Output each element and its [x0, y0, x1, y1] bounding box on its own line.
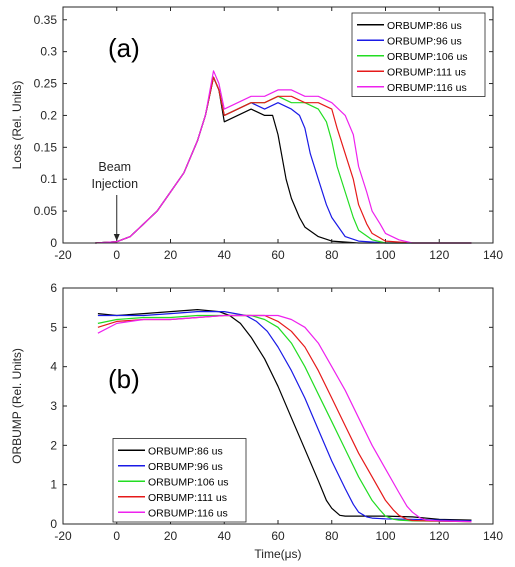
series-line-a-4	[95, 70, 472, 244]
legend-entry-label: ORBUMP:111 us	[387, 66, 466, 78]
y-tick-label: 1	[50, 478, 57, 492]
panel-b-legend: ORBUMP:86 us ORBUMP:96 us ORBUMP:106 us ORB…	[112, 438, 247, 523]
x-tick-label: 20	[164, 248, 178, 262]
legend-entry-label: ORBUMP:86 us	[387, 20, 462, 32]
legend-box	[112, 438, 247, 523]
series-line-b-2	[97, 314, 472, 523]
x-tick-label: 0	[113, 529, 120, 543]
panel-b-axes-box	[62, 287, 494, 525]
annotation-line2: Injection	[91, 177, 138, 191]
x-tick-label: 140	[483, 529, 503, 543]
panel-b-series	[97, 309, 472, 523]
series-line-b-4	[97, 314, 472, 523]
panel-b-y-axis-label: ORBUMP (Rel. Units)	[10, 348, 24, 464]
panel-a-ticks: -20 0 20 40 60 80 100 120 14000.050.10.150.20.25…	[34, 7, 503, 262]
y-tick-label: 3	[50, 399, 57, 413]
x-tick-label: 80	[325, 248, 339, 262]
panel-a-axes-box	[62, 6, 494, 244]
annotation-arrow-head	[113, 234, 120, 241]
x-tick-label: 20	[164, 529, 178, 543]
y-tick-label: 0.35	[34, 13, 58, 27]
panel-a-legend: ORBUMP:86 us ORBUMP:96 us ORBUMP:106 us ORB…	[351, 12, 486, 97]
legend-entry-label: ORBUMP:96 us	[387, 35, 462, 47]
x-tick-label: 140	[483, 248, 503, 262]
y-tick-label: 0.3	[40, 45, 57, 59]
panel-a-series	[95, 70, 472, 244]
annotation-line1: Beam	[98, 160, 131, 174]
y-tick-label: 0.1	[40, 172, 57, 186]
y-tick-label: 0	[50, 517, 57, 531]
x-tick-label: 80	[325, 529, 339, 543]
legend-entry-label: ORBUMP:86 us	[148, 445, 223, 457]
y-tick-label: 5	[50, 320, 57, 334]
panel-b-x-axis-label: Time(μs)	[254, 547, 301, 561]
legend-box	[351, 12, 486, 97]
y-tick-label: 2	[50, 438, 57, 452]
series-line-b-0	[97, 309, 472, 521]
legend-entry-label: ORBUMP:106 us	[387, 51, 468, 63]
x-tick-label: 40	[218, 248, 232, 262]
x-tick-label: 100	[375, 529, 395, 543]
legend-entry-label: ORBUMP:106 us	[148, 476, 229, 488]
series-line-b-1	[97, 311, 472, 522]
x-tick-label: 60	[271, 248, 285, 262]
legend-entry-label: ORBUMP:111 us	[148, 492, 227, 504]
y-tick-label: 0.15	[34, 140, 58, 154]
y-tick-label: 0.25	[34, 77, 58, 91]
legend-entry-label: ORBUMP:116 us	[148, 507, 228, 519]
beam-injection-annotation: Beam Injection	[91, 160, 138, 241]
x-tick-label: 100	[375, 248, 395, 262]
y-tick-label: 0	[50, 236, 57, 250]
x-tick-label: 120	[429, 529, 449, 543]
panel-a: -20 0 20 40 60 80 100 120 14000.050.10.150.20.25…	[10, 6, 503, 262]
x-tick-label: -20	[54, 248, 72, 262]
y-tick-label: 0.2	[40, 108, 57, 122]
x-tick-label: 120	[429, 248, 449, 262]
legend-entry-label: ORBUMP:116 us	[387, 82, 467, 94]
panel-b-tag: (b)	[108, 364, 140, 394]
x-tick-label: -20	[54, 529, 72, 543]
legend-entry-label: ORBUMP:96 us	[148, 461, 223, 473]
y-tick-label: 4	[50, 360, 57, 374]
y-tick-label: 0.05	[34, 204, 58, 218]
panel-a-tag: (a)	[108, 33, 140, 63]
y-tick-label: 6	[50, 281, 57, 295]
x-tick-label: 60	[271, 529, 285, 543]
x-tick-label: 40	[218, 529, 232, 543]
panel-a-y-axis-label: Loss (Rel. Units)	[10, 81, 24, 170]
x-tick-label: 0	[113, 248, 120, 262]
